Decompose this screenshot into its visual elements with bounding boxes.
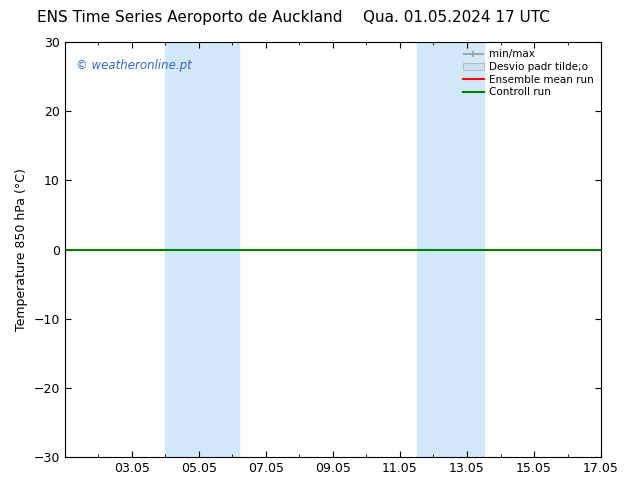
Text: ENS Time Series Aeroporto de Auckland: ENS Time Series Aeroporto de Auckland: [37, 10, 343, 25]
Bar: [417, 42, 484, 457]
Text: Qua. 01.05.2024 17 UTC: Qua. 01.05.2024 17 UTC: [363, 10, 550, 25]
Text: © weatheronline.pt: © weatheronline.pt: [75, 59, 191, 72]
Y-axis label: Temperature 850 hPa (°C): Temperature 850 hPa (°C): [15, 168, 28, 331]
Legend: min/max, Desvio padr tilde;o, Ensemble mean run, Controll run: min/max, Desvio padr tilde;o, Ensemble m…: [461, 47, 596, 99]
Bar: [165, 42, 239, 457]
